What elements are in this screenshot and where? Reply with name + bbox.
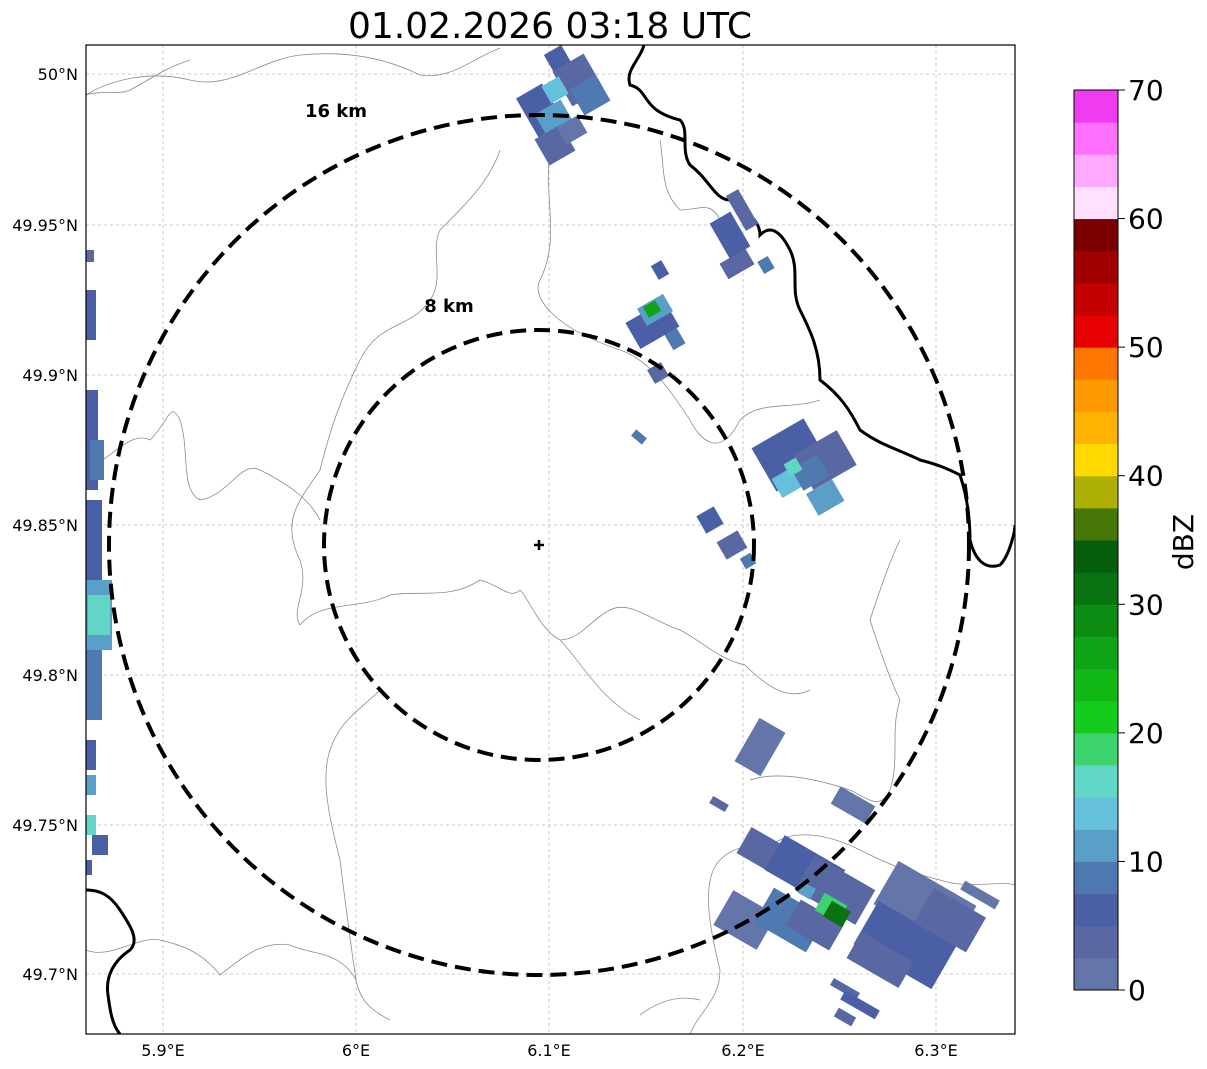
- colorbar-tick-label: 20: [1128, 717, 1164, 750]
- y-tick-label: 49.7°N: [22, 965, 78, 984]
- map-frame: [85, 44, 1016, 1035]
- colorbar-label: dBZ: [1167, 514, 1200, 570]
- ring-label-8km: 8 km: [424, 296, 474, 317]
- colorbar-cell: [1074, 797, 1118, 830]
- colorbar-cell: [1074, 829, 1118, 862]
- x-axis: 5.9°E 6°E 6.1°E 6.2°E 6.3°E: [141, 1041, 958, 1060]
- y-tick-label: 49.8°N: [22, 666, 78, 685]
- colorbar-cell: [1074, 347, 1118, 380]
- echo-cluster-center-north: [625, 260, 686, 445]
- colorbar-cell: [1074, 540, 1118, 573]
- colorbar-tick-label: 70: [1128, 74, 1164, 107]
- colorbar-tick-label: 60: [1128, 203, 1164, 236]
- colorbar-cell: [1074, 893, 1118, 927]
- colorbar-cell: [1074, 250, 1118, 284]
- echo-cluster-ring-east: [696, 506, 757, 570]
- x-tick-label: 6°E: [342, 1041, 370, 1060]
- echo-cluster-se-small: [709, 717, 876, 824]
- echo-cluster-north: [516, 45, 611, 166]
- colorbar-cell: [1074, 636, 1118, 670]
- colorbar-frame: [1073, 89, 1119, 991]
- range-ring-16km: [107, 113, 971, 977]
- y-tick-label: 49.85°N: [12, 516, 78, 535]
- x-tick-label: 6.1°E: [527, 1041, 571, 1060]
- colorbar-cell: [1074, 732, 1118, 766]
- colorbar-cell: [1074, 315, 1118, 348]
- echo-strip-west: [86, 250, 112, 875]
- y-tick-label: 49.75°N: [12, 816, 78, 835]
- colorbar-tick-label: 30: [1128, 588, 1164, 621]
- colorbar-cell: [1074, 700, 1118, 734]
- colorbar-cell: [1074, 957, 1118, 991]
- colorbar-tick-label: 10: [1128, 845, 1164, 878]
- colorbar-tick-label: 0: [1128, 974, 1146, 1007]
- colorbar: 0 10 20 30 40 50 60 70 dBZ: [1073, 74, 1200, 1007]
- colorbar-cell: [1074, 379, 1118, 412]
- colorbar-cell: [1074, 668, 1118, 702]
- y-tick-label: 49.95°N: [12, 216, 78, 235]
- colorbar-cell: [1074, 122, 1118, 155]
- colorbar-cell: [1074, 475, 1118, 509]
- colorbar-cell: [1074, 443, 1118, 477]
- colorbar-cell: [1074, 925, 1118, 959]
- echo-cluster-east: [751, 418, 857, 516]
- colorbar-cell: [1074, 861, 1118, 895]
- colorbar-cell: [1074, 507, 1118, 541]
- colorbar-ticks: 0 10 20 30 40 50 60 70: [1118, 74, 1164, 1007]
- colorbar-cell: [1074, 604, 1118, 637]
- colorbar-cell: [1074, 765, 1118, 798]
- colorbar-cells: [1074, 90, 1118, 991]
- colorbar-tick-label: 40: [1128, 460, 1164, 493]
- colorbar-cell: [1074, 218, 1118, 252]
- radar-site-marker: [534, 540, 544, 550]
- map-background: [86, 45, 1015, 1034]
- x-tick-label: 6.2°E: [721, 1041, 765, 1060]
- echo-cluster-ne: [709, 189, 775, 280]
- y-tick-label: 50°N: [38, 65, 78, 84]
- range-ring-8km: [322, 328, 756, 762]
- y-tick-label: 49.9°N: [22, 366, 78, 385]
- map-panel[interactable]: 8 km 16 km: [85, 44, 1016, 1035]
- colorbar-cell: [1074, 90, 1118, 123]
- y-axis: 50°N 49.95°N 49.9°N 49.85°N 49.8°N 49.75…: [12, 65, 78, 984]
- colorbar-tick-label: 50: [1128, 331, 1164, 364]
- colorbar-cell: [1074, 282, 1118, 316]
- x-tick-label: 6.3°E: [914, 1041, 958, 1060]
- colorbar-cell: [1074, 154, 1118, 187]
- admin-boundaries: [86, 47, 1015, 1034]
- colorbar-cell: [1074, 572, 1118, 605]
- x-tick-label: 5.9°E: [141, 1041, 185, 1060]
- ring-label-16km: 16 km: [305, 101, 367, 122]
- figure-title: 01.02.2026 03:18 UTC: [348, 6, 752, 47]
- colorbar-cell: [1074, 411, 1118, 445]
- colorbar-cell: [1074, 186, 1118, 220]
- country-border-sw: [86, 888, 136, 1034]
